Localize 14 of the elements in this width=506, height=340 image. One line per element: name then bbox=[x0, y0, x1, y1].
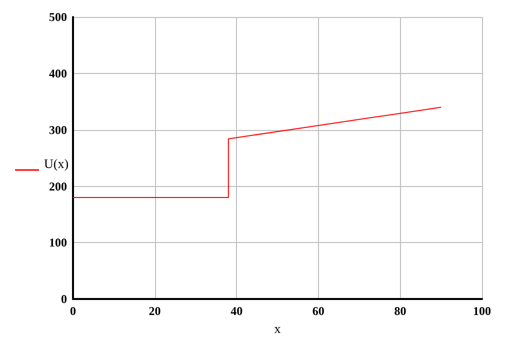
x-tick-label: 40 bbox=[230, 304, 243, 318]
x-tick-label: 20 bbox=[148, 304, 161, 318]
x-tick-label: 100 bbox=[473, 304, 491, 318]
x-axis-title: x bbox=[274, 321, 282, 336]
x-tick-label: 0 bbox=[70, 304, 76, 318]
y-tick-label: 500 bbox=[49, 10, 67, 24]
y-tick-label: 400 bbox=[49, 66, 67, 80]
legend-label: U(x) bbox=[44, 156, 69, 171]
x-tick-label: 60 bbox=[312, 304, 324, 318]
y-tick-label: 0 bbox=[61, 292, 67, 306]
y-tick-label: 100 bbox=[49, 236, 67, 250]
y-tick-label: 200 bbox=[49, 179, 67, 194]
x-tick-label: 80 bbox=[394, 304, 406, 318]
y-tick-label: 300 bbox=[49, 122, 67, 137]
